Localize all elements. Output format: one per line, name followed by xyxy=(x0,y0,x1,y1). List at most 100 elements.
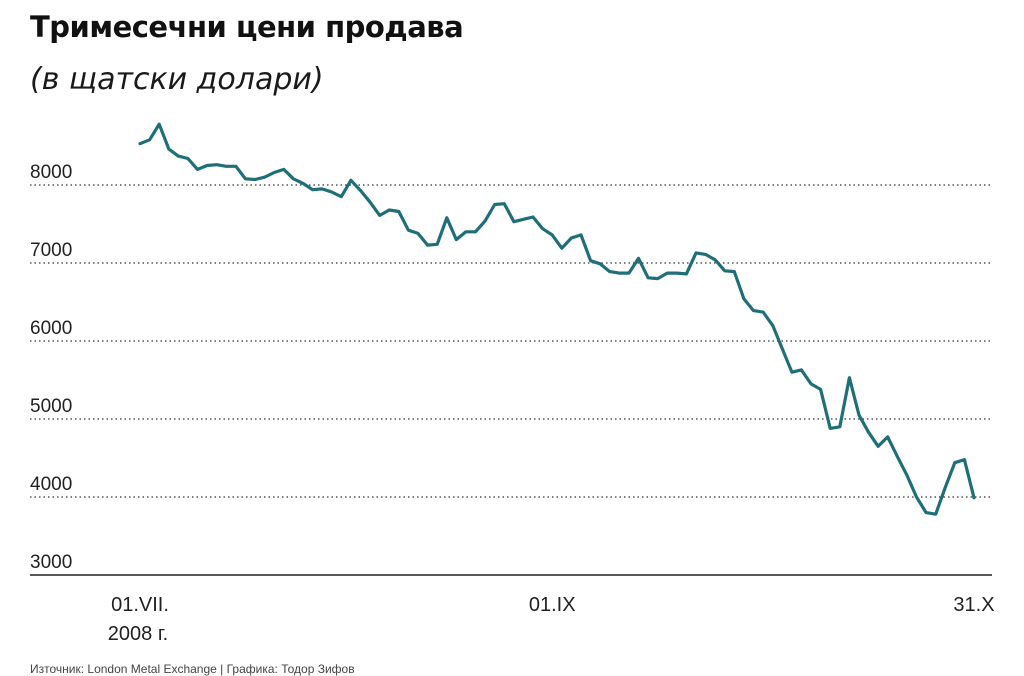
data-point xyxy=(647,277,649,279)
data-point xyxy=(695,252,697,254)
data-point xyxy=(455,238,457,240)
data-point xyxy=(637,257,639,259)
data-point xyxy=(561,247,563,249)
data-point xyxy=(216,164,218,166)
data-point xyxy=(954,462,956,464)
data-point xyxy=(819,388,821,390)
data-point xyxy=(168,148,170,150)
y-tick-label: 7000 xyxy=(30,240,72,261)
data-point xyxy=(522,218,524,220)
data-point xyxy=(283,168,285,170)
data-point xyxy=(148,139,150,141)
data-point xyxy=(263,176,265,178)
data-point xyxy=(292,178,294,180)
data-point xyxy=(196,168,198,170)
y-tick-label: 8000 xyxy=(30,162,72,183)
data-point xyxy=(206,164,208,166)
data-point xyxy=(810,383,812,385)
data-point xyxy=(225,165,227,167)
y-tick-label: 4000 xyxy=(30,474,72,495)
data-point xyxy=(177,155,179,157)
data-point xyxy=(915,496,917,498)
data-point xyxy=(436,243,438,245)
data-point xyxy=(781,348,783,350)
data-point xyxy=(254,178,256,180)
x-tick-label: 01.IX xyxy=(529,594,576,616)
data-point xyxy=(302,182,304,184)
data-point xyxy=(791,371,793,373)
data-point xyxy=(944,486,946,488)
data-point xyxy=(762,311,764,313)
data-point xyxy=(925,511,927,513)
data-point xyxy=(407,229,409,231)
data-point xyxy=(417,232,419,234)
data-point xyxy=(685,273,687,275)
data-point xyxy=(772,324,774,326)
data-point xyxy=(848,377,850,379)
data-point xyxy=(465,231,467,233)
x-tick-label: 31.X xyxy=(953,594,994,616)
data-point xyxy=(867,431,869,433)
data-point xyxy=(887,436,889,438)
x-tick-sublabel: 2008 г. xyxy=(108,623,168,645)
data-point xyxy=(752,309,754,311)
data-point xyxy=(551,234,553,236)
data-point xyxy=(541,228,543,230)
data-point xyxy=(331,191,333,193)
data-point xyxy=(484,220,486,222)
data-point xyxy=(311,189,313,191)
data-point xyxy=(474,231,476,233)
data-point xyxy=(359,189,361,191)
data-point xyxy=(446,217,448,219)
data-point xyxy=(618,272,620,274)
data-point xyxy=(350,179,352,181)
data-point xyxy=(973,497,975,499)
data-point xyxy=(657,277,659,279)
data-point xyxy=(628,272,630,274)
y-tick-label: 3000 xyxy=(30,552,72,573)
data-point xyxy=(877,445,879,447)
data-point xyxy=(666,272,668,274)
data-point xyxy=(714,259,716,261)
data-point xyxy=(187,157,189,159)
source-note: Източник: London Metal Exchange | График… xyxy=(30,662,355,676)
data-point xyxy=(743,298,745,300)
data-point xyxy=(724,270,726,272)
data-point xyxy=(589,260,591,262)
data-point xyxy=(935,513,937,515)
data-point xyxy=(532,216,534,218)
data-point xyxy=(906,474,908,476)
data-point xyxy=(963,458,965,460)
data-point xyxy=(733,270,735,272)
data-point xyxy=(340,196,342,198)
data-point xyxy=(321,188,323,190)
data-point xyxy=(158,123,160,125)
x-tick-label: 01.VII. xyxy=(111,594,169,616)
y-tick-label: 5000 xyxy=(30,396,72,417)
chart-title: Тримесечни цени продава xyxy=(30,10,464,44)
data-point xyxy=(839,426,841,428)
data-point xyxy=(704,253,706,255)
data-point xyxy=(829,427,831,429)
data-point xyxy=(570,237,572,239)
data-point xyxy=(896,455,898,457)
data-point xyxy=(398,210,400,212)
data-point xyxy=(369,201,371,203)
data-point xyxy=(244,178,246,180)
data-point xyxy=(426,244,428,246)
price-series-line xyxy=(138,122,976,516)
data-point xyxy=(139,143,141,145)
data-point xyxy=(273,171,275,173)
data-point xyxy=(513,221,515,223)
data-point xyxy=(379,214,381,216)
data-point xyxy=(494,203,496,205)
y-tick-label: 6000 xyxy=(30,318,72,339)
data-point xyxy=(599,263,601,265)
data-point xyxy=(503,203,505,205)
data-point xyxy=(388,209,390,211)
data-point xyxy=(800,369,802,371)
chart-subtitle: (в щатски долари) xyxy=(30,62,324,97)
data-point xyxy=(858,414,860,416)
data-point xyxy=(609,270,611,272)
